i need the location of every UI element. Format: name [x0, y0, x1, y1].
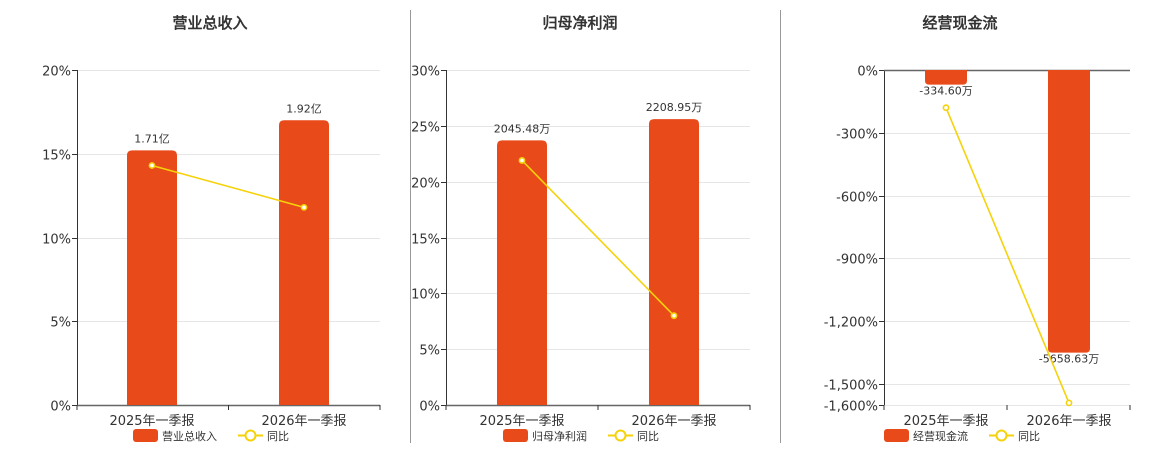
- x-category-label: 2026年一季报: [261, 414, 346, 429]
- y-tick-label: 15%: [42, 149, 71, 164]
- y-tick-label: 5%: [50, 316, 71, 331]
- chart-title: 营业总收入: [172, 14, 247, 32]
- x-category-label: 2026年一季报: [1026, 414, 1111, 429]
- yoy-point: [300, 203, 308, 211]
- y-tick-label: -1,600%: [824, 400, 878, 415]
- y-tick-label: 0%: [50, 400, 71, 415]
- bar-data-label: 1.92亿: [286, 102, 322, 115]
- y-tick-label: -1,200%: [824, 316, 878, 331]
- y-tick-label: 30%: [411, 65, 440, 80]
- bar-data-label: 2208.95万: [646, 101, 703, 114]
- legend-label-bar: 归母净利润: [532, 429, 587, 443]
- y-tick-label: 20%: [411, 177, 440, 192]
- y-tick-label: 10%: [411, 288, 440, 303]
- legend-swatch-bar: [133, 429, 158, 442]
- legend-label-bar: 营业总收入: [162, 429, 217, 443]
- yoy-point: [942, 104, 950, 112]
- yoy-point: [1065, 399, 1073, 407]
- chart-panel-2: 归母净利润 0% 5% 10% 15% 20% 25% 30% 2025年一季报 2026年一季报…: [411, 14, 751, 443]
- y-tick-label: 20%: [42, 65, 71, 80]
- bar-data-label: 1.71亿: [134, 132, 170, 145]
- yoy-point: [148, 162, 156, 169]
- bar: [279, 120, 329, 405]
- y-tick-label: 10%: [42, 233, 71, 248]
- yoy-line: [945, 107, 1070, 404]
- x-category-label: 2026年一季报: [631, 414, 716, 429]
- yoy-point: [518, 157, 526, 164]
- y-tick-label: -900%: [836, 253, 878, 268]
- y-tick-label: 15%: [411, 233, 440, 248]
- bar: [497, 140, 547, 405]
- legend-swatch-bar: [503, 429, 528, 442]
- y-tick-label: -300%: [836, 128, 878, 143]
- chart-title: 经营现金流: [922, 14, 997, 32]
- y-tick-label: -1,500%: [824, 379, 878, 394]
- legend-label-bar: 经营现金流: [913, 429, 968, 443]
- bar-data-label: 2045.48万: [494, 122, 551, 135]
- bar: [649, 119, 699, 405]
- x-category-label: 2025年一季报: [109, 414, 194, 429]
- legend-label-line: 同比: [267, 430, 289, 443]
- bar: [925, 70, 967, 85]
- bar-data-label: -334.60万: [919, 85, 972, 98]
- legend-swatch-bar: [884, 429, 909, 442]
- legend-swatch-marker: [995, 429, 1008, 442]
- y-tick-label: 0%: [419, 400, 440, 415]
- bar-data-label: -5658.63万: [1039, 353, 1099, 366]
- yoy-point: [670, 312, 678, 320]
- legend-label-line: 同比: [1018, 430, 1040, 443]
- chart-title: 归母净利润: [542, 14, 617, 32]
- y-tick-label: -600%: [836, 191, 878, 206]
- x-category-label: 2025年一季报: [479, 414, 564, 429]
- y-tick-label: 0%: [857, 65, 878, 80]
- chart-panel-3: 经营现金流 0% -300% -600% -900% -1,200% -1,500% -1,6…: [824, 14, 1131, 443]
- x-category-label: 2025年一季报: [903, 414, 988, 429]
- bar: [127, 150, 177, 405]
- y-tick-label: 25%: [411, 121, 440, 136]
- yoy-line: [521, 159, 675, 317]
- yoy-line: [151, 164, 305, 209]
- bar: [1048, 70, 1090, 353]
- legend-swatch-marker: [614, 429, 627, 442]
- chart-panel-1: 营业总收入 0% 5% 10% 15% 20% 2025年一季报 2026年一季报 1.71亿 1…: [42, 14, 381, 443]
- legend-swatch-marker: [244, 429, 257, 442]
- y-tick-label: 5%: [419, 344, 440, 359]
- legend-label-line: 同比: [637, 430, 659, 443]
